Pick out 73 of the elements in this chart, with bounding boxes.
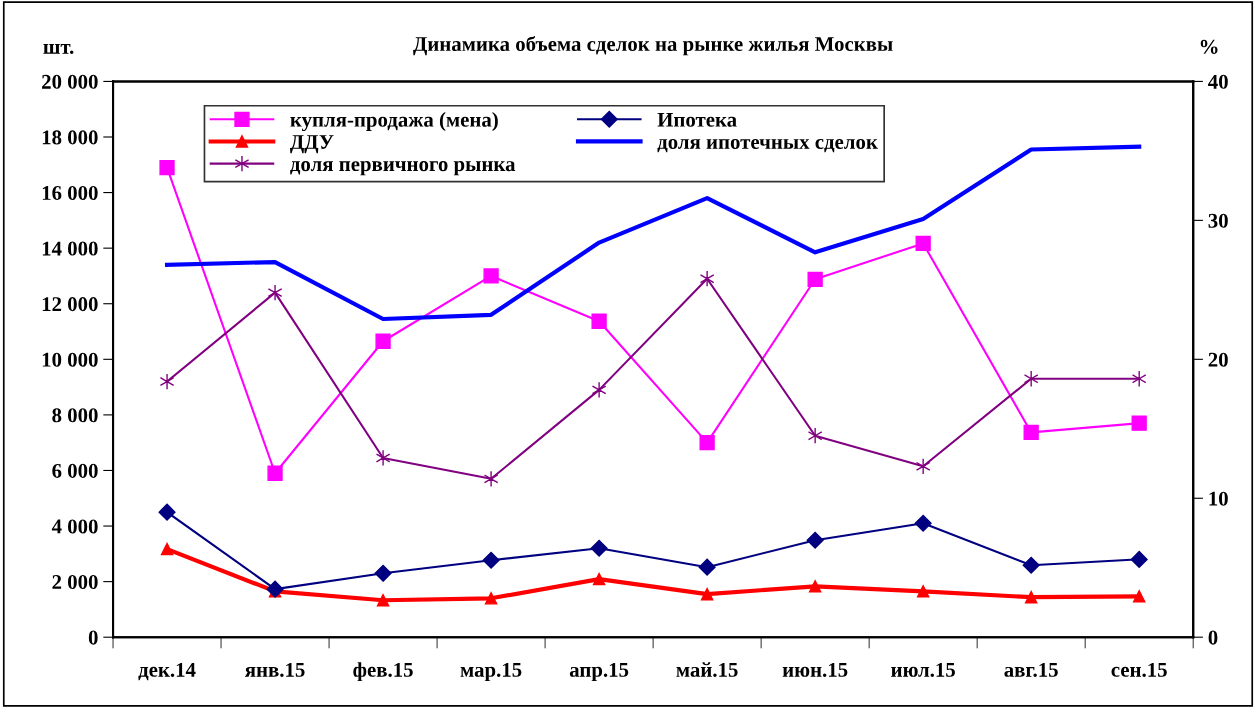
y-tick-label: 18 000 <box>42 130 98 145</box>
y-tick-label: 2 000 <box>52 575 98 590</box>
point <box>591 381 607 399</box>
point <box>484 592 498 605</box>
point <box>375 449 391 467</box>
y2-axis-title: % <box>1200 39 1218 54</box>
x-tick-label: сен.15 <box>1111 662 1167 677</box>
point <box>700 587 714 601</box>
x-tick-label: янв.15 <box>244 662 305 677</box>
point <box>374 564 392 582</box>
point <box>375 333 391 349</box>
point <box>159 373 175 390</box>
point <box>591 313 607 329</box>
point <box>915 457 931 475</box>
point <box>376 593 390 607</box>
legend-label: доля ипотечных сделок <box>657 138 878 153</box>
y-tick-label: 10 000 <box>42 352 98 367</box>
y-tick-label: 0 <box>88 630 98 645</box>
y-tick-label: 6 000 <box>52 463 98 478</box>
point <box>483 470 499 488</box>
legend-label: доля первичного рынка <box>290 161 516 176</box>
point <box>914 514 932 532</box>
y-tick-label: 20 000 <box>42 74 98 89</box>
point <box>698 558 716 576</box>
x-tick-label: июл.15 <box>891 662 955 677</box>
y2-tick-label: 0 <box>1208 630 1218 645</box>
point <box>590 539 608 557</box>
y-tick-label: 8 000 <box>52 408 98 423</box>
y-tick-label: 16 000 <box>42 185 98 201</box>
point <box>808 580 822 593</box>
point <box>266 580 284 598</box>
chart-title: Динамика объема сделок на рынке жилья Москвы <box>413 35 893 56</box>
point <box>1022 556 1040 574</box>
legend-label: ДДУ <box>290 135 334 154</box>
point <box>807 271 823 287</box>
y2-tick-label: 30 <box>1208 213 1228 228</box>
y2-tick-label: 20 <box>1208 352 1228 367</box>
y2-tick-label: 40 <box>1208 74 1228 89</box>
point <box>159 159 175 176</box>
x-tick-label: апр.15 <box>569 662 629 682</box>
point <box>1131 370 1147 388</box>
x-tick-label: фев.15 <box>353 662 413 682</box>
point <box>1132 590 1146 603</box>
point <box>158 503 176 521</box>
point <box>267 465 283 481</box>
y-tick-label: 4 000 <box>51 519 98 534</box>
point <box>160 542 174 556</box>
point <box>482 551 500 569</box>
x-tick-label: май.15 <box>676 662 738 677</box>
point <box>267 284 283 301</box>
point <box>699 270 715 288</box>
point <box>592 572 606 586</box>
point <box>915 235 931 252</box>
x-tick-label: дек.14 <box>138 662 196 681</box>
point <box>699 435 715 451</box>
y2-tick-label: 10 <box>1209 491 1228 506</box>
point <box>1131 415 1147 431</box>
legend-label: Ипотека <box>657 112 737 127</box>
point <box>1130 550 1148 568</box>
point <box>1024 590 1038 604</box>
y-axis-title: шт. <box>43 44 74 54</box>
point <box>1023 370 1039 388</box>
point <box>807 427 823 445</box>
y-tick-label: 14 000 <box>42 241 98 256</box>
y-tick-label: 12 000 <box>42 297 98 312</box>
x-tick-label: авг.15 <box>1004 662 1058 677</box>
point <box>483 268 499 284</box>
x-tick-label: мар.15 <box>460 662 522 682</box>
x-tick-label: июн.15 <box>782 662 848 677</box>
point <box>1023 424 1039 441</box>
point <box>806 531 824 549</box>
legend-label: купля-продажа (мена) <box>290 112 498 132</box>
point <box>916 585 930 598</box>
